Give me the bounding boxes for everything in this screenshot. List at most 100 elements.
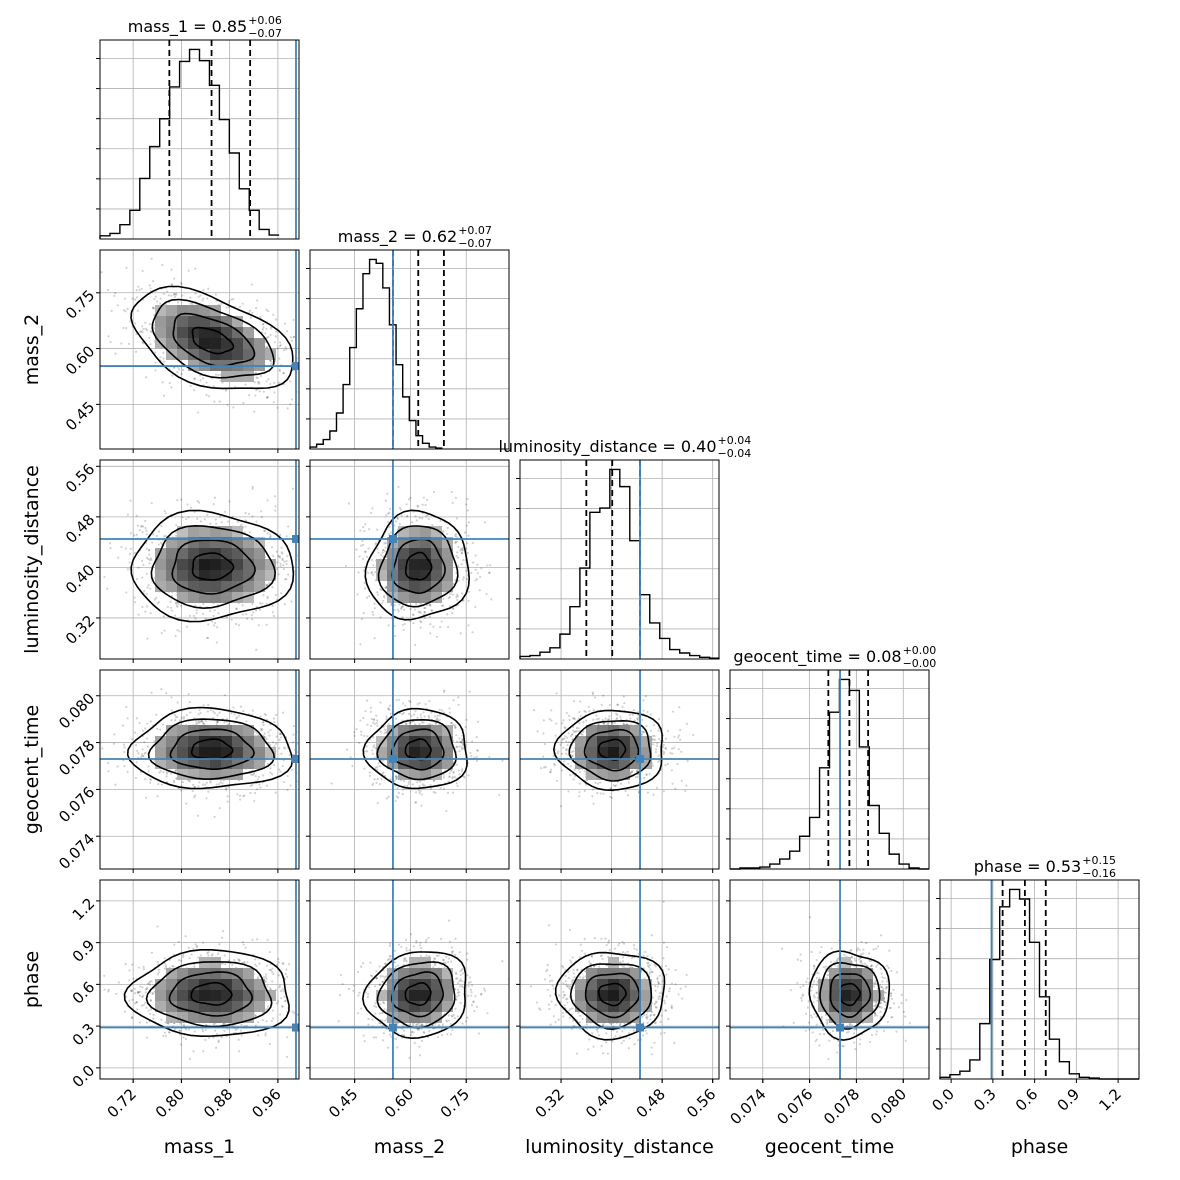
- sample-point: [373, 985, 377, 988]
- sample-point: [279, 565, 282, 568]
- sample-point: [240, 523, 243, 526]
- sample-point: [251, 709, 255, 712]
- sample-point: [187, 779, 190, 782]
- sample-point: [275, 318, 278, 321]
- sample-point: [621, 705, 624, 709]
- sample-point: [136, 1008, 139, 1011]
- sample-point: [648, 1014, 652, 1018]
- sample-point: [863, 962, 866, 965]
- sample-point: [462, 558, 465, 562]
- sample-point: [266, 345, 269, 348]
- sample-point: [423, 610, 426, 614]
- sample-point: [659, 1032, 662, 1035]
- sample-point: [169, 600, 172, 603]
- sample-point: [600, 1045, 603, 1048]
- sample-point: [185, 625, 189, 628]
- sample-point: [470, 571, 473, 575]
- sample-point: [416, 1028, 419, 1031]
- sample-point: [591, 691, 594, 694]
- sample-point: [213, 400, 216, 403]
- sample-point: [277, 573, 280, 576]
- sample-point: [467, 774, 470, 777]
- sample-point: [577, 1011, 580, 1014]
- sample-point: [557, 1018, 560, 1021]
- density-cell: [575, 979, 586, 990]
- sample-point: [841, 1044, 844, 1048]
- sample-point: [455, 763, 458, 766]
- sample-point: [373, 778, 376, 781]
- density-cell: [177, 338, 188, 349]
- sample-point: [126, 717, 129, 720]
- sample-point: [382, 975, 385, 978]
- sample-point: [418, 610, 421, 613]
- sample-point: [266, 583, 269, 587]
- density-cell: [166, 1012, 177, 1023]
- sample-point: [140, 559, 144, 563]
- sample-point: [460, 739, 464, 743]
- sample-point: [383, 1008, 386, 1011]
- sample-point: [139, 330, 142, 333]
- sample-point: [101, 747, 104, 750]
- density-cell: [243, 581, 254, 592]
- sample-point: [255, 306, 258, 310]
- sample-point: [567, 762, 570, 766]
- sample-point: [150, 1008, 153, 1011]
- sample-point: [164, 512, 167, 515]
- sample-point: [645, 1032, 648, 1035]
- sample-point: [174, 295, 177, 298]
- sample-point: [570, 750, 574, 753]
- sample-point: [150, 257, 153, 260]
- sample-point: [109, 340, 112, 344]
- sample-point: [460, 746, 463, 749]
- sample-point: [442, 530, 445, 533]
- sample-point: [451, 1015, 454, 1018]
- sample-point: [555, 692, 558, 695]
- sample-point: [156, 960, 159, 964]
- sample-point: [264, 585, 268, 588]
- sample-point: [401, 702, 405, 705]
- sample-point: [455, 995, 459, 998]
- sample-point: [279, 770, 282, 773]
- sample-point: [389, 531, 393, 534]
- sample-point: [168, 381, 171, 385]
- sample-point: [469, 751, 472, 755]
- sample-point: [216, 714, 219, 717]
- sample-point: [449, 769, 453, 772]
- sample-point: [359, 643, 362, 646]
- sample-point: [219, 781, 222, 784]
- sample-point: [482, 987, 486, 990]
- sample-point: [261, 602, 264, 605]
- sample-point: [410, 1031, 413, 1034]
- sample-point: [642, 699, 645, 702]
- sample-point: [806, 1006, 809, 1009]
- sample-point: [815, 1015, 818, 1018]
- sample-point: [452, 607, 455, 611]
- sample-point: [258, 962, 261, 965]
- sample-point: [416, 505, 420, 508]
- sample-point: [679, 738, 682, 741]
- sample-point: [561, 966, 565, 969]
- sample-point: [232, 406, 235, 409]
- sample-point: [414, 801, 417, 804]
- density-cell: [420, 1001, 431, 1012]
- sample-point: [592, 1045, 595, 1048]
- sample-point: [615, 712, 618, 715]
- sample-point: [255, 520, 258, 523]
- sample-point: [467, 590, 471, 593]
- sample-point: [569, 765, 572, 768]
- sample-point: [646, 964, 650, 967]
- sample-point: [589, 963, 592, 966]
- sample-point: [571, 981, 574, 984]
- sample-point: [646, 961, 649, 964]
- sample-point: [131, 963, 134, 966]
- sample-point: [254, 963, 257, 966]
- sample-point: [619, 782, 623, 785]
- sample-point: [565, 740, 568, 743]
- density-cell: [243, 338, 254, 349]
- sample-point: [411, 613, 415, 616]
- sample-point: [870, 964, 873, 967]
- sample-point: [455, 745, 458, 748]
- sample-point: [642, 709, 645, 712]
- sample-point: [850, 1024, 854, 1027]
- sample-point: [131, 998, 134, 1001]
